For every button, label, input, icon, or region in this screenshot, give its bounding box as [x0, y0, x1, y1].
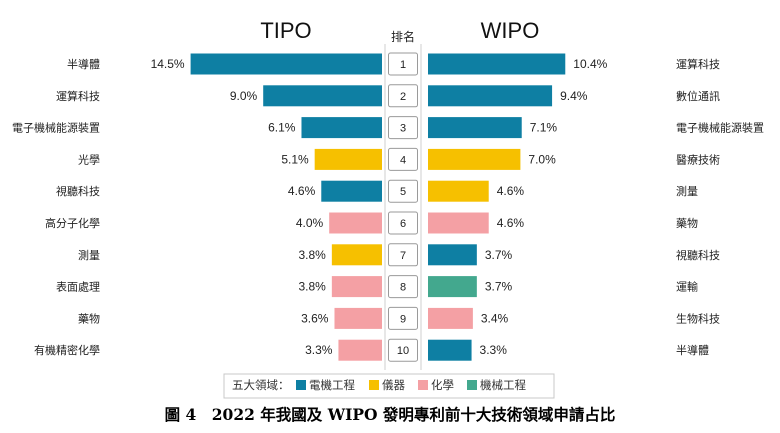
tipo-value-label: 14.5% — [151, 57, 185, 71]
rank-number: 10 — [397, 345, 409, 357]
tipo-category-label: 光學 — [78, 152, 100, 166]
legend-label: 儀器 — [382, 378, 405, 392]
tipo-bar — [321, 180, 382, 202]
tipo-bar — [338, 339, 382, 361]
wipo-category-label: 生物科技 — [676, 311, 720, 325]
wipo-bar — [428, 180, 489, 202]
wipo-category-label: 數位通訊 — [676, 89, 720, 103]
rank-box — [388, 243, 418, 267]
tipo-bar — [301, 117, 382, 139]
wipo-bar — [428, 148, 521, 170]
wipo-category-label: 半導體 — [676, 343, 709, 357]
tipo-bar — [331, 276, 382, 298]
legend-label: 機械工程 — [480, 378, 526, 392]
wipo-value-label: 4.6% — [497, 184, 525, 198]
wipo-value-label: 4.6% — [497, 216, 525, 230]
tipo-value-label: 9.0% — [230, 89, 258, 103]
legend-prefix: 五大領域： — [232, 378, 290, 392]
wipo-value-label: 3.3% — [480, 343, 508, 357]
wipo-category-label: 測量 — [676, 184, 698, 198]
figure-caption: 圖 4 2022 年我國及 WIPO 發明專利前十大技術領域申請占比 — [164, 405, 616, 424]
tipo-value-label: 5.1% — [281, 152, 309, 166]
wipo-value-label: 7.1% — [530, 121, 558, 135]
rank-number: 5 — [400, 186, 406, 198]
wipo-value-label: 3.4% — [481, 311, 509, 325]
tipo-category-label: 高分子化學 — [45, 216, 100, 230]
wipo-bar — [428, 307, 473, 329]
tipo-category-label: 電子機械能源裝置 — [12, 121, 100, 135]
wipo-category-label: 電子機械能源裝置 — [676, 121, 764, 135]
tipo-bar — [263, 85, 382, 107]
tipo-bar — [331, 244, 382, 266]
rank-box — [388, 275, 418, 299]
wipo-category-label: 運算科技 — [676, 57, 720, 71]
wipo-category-label: 藥物 — [676, 216, 698, 230]
wipo-header: WIPO — [481, 18, 540, 43]
legend-box — [223, 373, 555, 399]
rank-number: 6 — [400, 218, 406, 230]
legend-swatch — [369, 380, 379, 390]
wipo-bar — [428, 244, 477, 266]
wipo-bar — [428, 276, 477, 298]
rank-number: 2 — [400, 91, 406, 103]
tipo-category-label: 半導體 — [67, 57, 100, 71]
rank-box — [388, 306, 418, 330]
rank-number: 7 — [400, 250, 406, 262]
wipo-bar — [428, 339, 472, 361]
wipo-category-label: 視聽科技 — [676, 248, 720, 262]
legend-swatch — [418, 380, 428, 390]
wipo-bar — [428, 212, 489, 234]
tipo-bar — [329, 212, 382, 234]
rank-box — [388, 338, 418, 362]
wipo-value-label: 3.7% — [485, 280, 513, 294]
rank-number: 4 — [400, 154, 406, 166]
tipo-category-label: 藥物 — [78, 311, 100, 325]
tipo-bar — [314, 148, 382, 170]
rank-number: 3 — [400, 123, 406, 135]
tipo-category-label: 測量 — [78, 248, 100, 262]
tipo-value-label: 4.0% — [296, 216, 324, 230]
legend-label: 化學 — [431, 378, 454, 392]
rank-box — [388, 179, 418, 203]
tipo-bar — [190, 53, 382, 75]
legend-label: 電機工程 — [309, 378, 355, 392]
rank-header: 排名 — [391, 29, 415, 44]
rank-box — [388, 52, 418, 76]
rank-number: 1 — [400, 59, 406, 71]
wipo-bar — [428, 53, 566, 75]
rank-box — [388, 147, 418, 171]
tipo-value-label: 3.6% — [301, 311, 329, 325]
tipo-value-label: 3.8% — [298, 280, 326, 294]
tipo-value-label: 3.3% — [305, 343, 333, 357]
legend-swatch — [467, 380, 477, 390]
rank-number: 8 — [400, 282, 406, 294]
tipo-category-label: 表面處理 — [56, 280, 100, 294]
butterfly-bar-chart: TIPO WIPO 排名 14.5% 半導體 10.4% 運算科技 1 9.0% 運算科技 9.4%… — [12, 18, 764, 399]
tipo-value-label: 3.8% — [298, 248, 326, 262]
rank-box — [388, 116, 418, 140]
rank-box — [388, 84, 418, 108]
rank-number: 9 — [400, 313, 406, 325]
wipo-category-label: 醫療技術 — [676, 152, 720, 166]
tipo-value-label: 6.1% — [268, 121, 296, 135]
rank-box — [388, 211, 418, 235]
legend-swatch — [296, 380, 306, 390]
tipo-bar — [334, 307, 382, 329]
tipo-category-label: 視聽科技 — [56, 184, 100, 198]
wipo-value-label: 3.7% — [485, 248, 513, 262]
tipo-header: TIPO — [260, 18, 311, 43]
tipo-category-label: 有機精密化學 — [34, 343, 100, 357]
wipo-value-label: 7.0% — [528, 152, 556, 166]
wipo-bar — [428, 85, 553, 107]
wipo-value-label: 9.4% — [560, 89, 588, 103]
wipo-category-label: 運輸 — [676, 280, 698, 294]
tipo-value-label: 4.6% — [288, 184, 316, 198]
tipo-category-label: 運算科技 — [56, 89, 100, 103]
wipo-value-label: 10.4% — [573, 57, 607, 71]
wipo-bar — [428, 117, 522, 139]
